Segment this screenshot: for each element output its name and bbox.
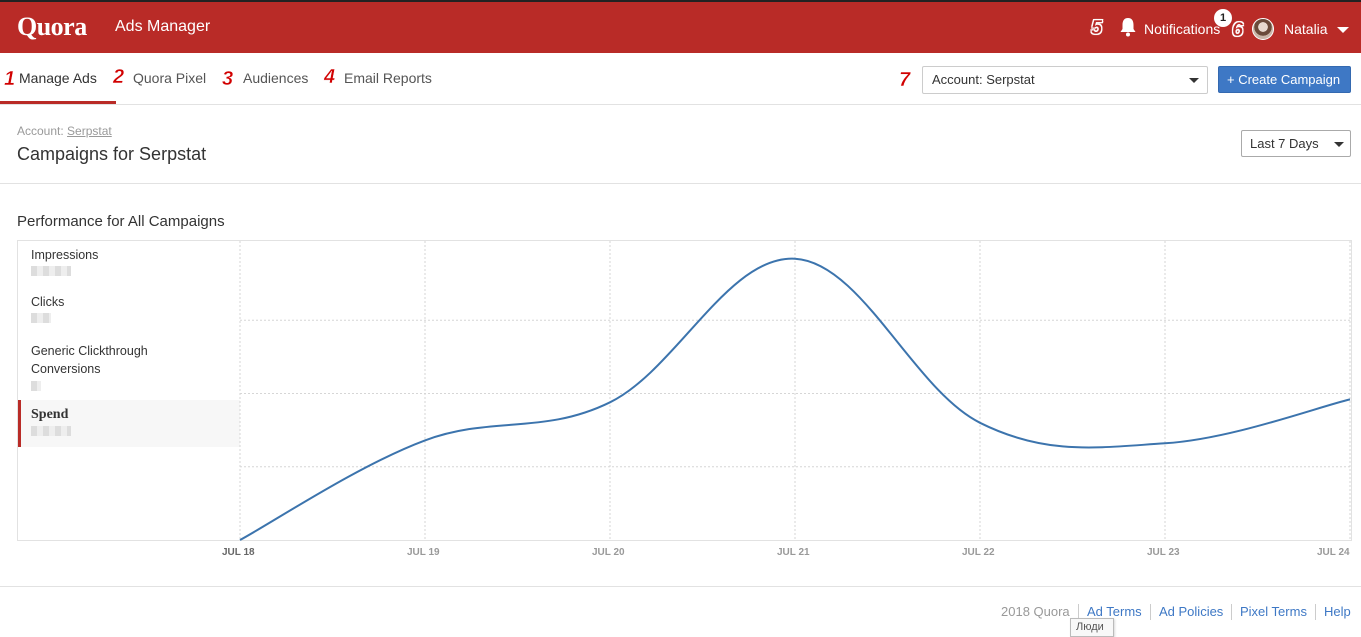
breadcrumb: Account: Serpstat — [17, 124, 112, 138]
metric-value-redacted — [31, 426, 71, 436]
avatar[interactable] — [1252, 18, 1274, 40]
app-title[interactable]: Ads Manager — [115, 18, 211, 35]
metric-value-redacted — [31, 381, 41, 391]
footer-separator — [1315, 604, 1316, 620]
x-tick-label: JUL 23 — [1147, 547, 1180, 558]
breadcrumb-account-link[interactable]: Serpstat — [67, 124, 112, 138]
metric-value-redacted — [31, 266, 71, 276]
footer-separator — [1231, 604, 1232, 620]
account-select-value: Account: Serpstat — [932, 72, 1035, 87]
create-campaign-button[interactable]: + Create Campaign — [1218, 66, 1351, 93]
footer-link-ad-terms[interactable]: Ad Terms — [1087, 604, 1142, 619]
chevron-down-icon — [1189, 78, 1199, 83]
callout-5: 5 — [1091, 17, 1103, 39]
date-range-value: Last 7 Days — [1250, 136, 1319, 151]
footer-link-pixel-terms[interactable]: Pixel Terms — [1240, 604, 1307, 619]
chevron-down-icon — [1334, 142, 1344, 147]
quora-logo[interactable]: Quora — [17, 12, 87, 41]
callout-7: 7 — [899, 69, 911, 91]
notifications-link[interactable]: Notifications — [1144, 21, 1221, 37]
footer-link-ad-policies[interactable]: Ad Policies — [1159, 604, 1224, 619]
x-tick-label: JUL 21 — [777, 547, 810, 558]
performance-title: Performance for All Campaigns — [17, 213, 225, 230]
spend-line-chart — [239, 241, 1352, 541]
x-tick-label: JUL 24 — [1317, 547, 1350, 558]
footer-divider — [0, 586, 1361, 587]
active-tab-indicator — [0, 101, 116, 104]
tooltip: Люди — [1070, 618, 1114, 637]
callout-1: 1 — [4, 68, 16, 90]
metric-impressions[interactable]: Impressions — [18, 248, 240, 292]
tab-manage-ads[interactable]: Manage Ads — [19, 70, 97, 86]
metric-label: Generic Clickthrough Conversions — [31, 344, 148, 376]
callout-3: 3 — [222, 68, 234, 90]
performance-chart-panel: Impressions Clicks Generic Clickthrough … — [17, 240, 1352, 541]
metric-label: Spend — [31, 407, 69, 422]
tab-quora-pixel[interactable]: Quora Pixel — [133, 70, 207, 86]
footer-separator — [1150, 604, 1151, 620]
footer-separator — [1078, 604, 1079, 620]
user-menu-caret-icon[interactable] — [1337, 27, 1349, 33]
footer-copyright: 2018 Quora — [1001, 604, 1070, 619]
callout-6: 6 — [1232, 19, 1244, 41]
divider — [0, 183, 1361, 184]
metric-clicks[interactable]: Clicks — [18, 295, 240, 339]
x-tick-label: JUL 22 — [962, 547, 995, 558]
tab-email-reports[interactable]: Email Reports — [344, 70, 432, 86]
date-range-select[interactable]: Last 7 Days — [1241, 130, 1351, 157]
metric-spend[interactable]: Spend — [18, 400, 240, 447]
tab-audiences[interactable]: Audiences — [243, 70, 309, 86]
spend-series-line — [239, 257, 1351, 541]
x-tick-label: JUL 19 — [407, 547, 440, 558]
x-tick-label: JUL 18 — [222, 547, 255, 558]
nav-bar: 1 Manage Ads 2 Quora Pixel 3 Audiences 4… — [0, 53, 1361, 105]
metric-list: Impressions Clicks Generic Clickthrough … — [18, 241, 240, 540]
metric-label: Impressions — [31, 248, 99, 262]
breadcrumb-prefix: Account: — [17, 124, 64, 138]
metric-value-redacted — [31, 313, 51, 323]
callout-2: 2 — [113, 66, 125, 88]
top-bar: Quora Ads Manager 5 Notifications 1 6 Na… — [0, 0, 1361, 53]
notification-count-badge: 1 — [1214, 9, 1232, 27]
metric-generic-clickthrough-conversions[interactable]: Generic Clickthrough Conversions — [18, 342, 218, 394]
bell-icon[interactable] — [1119, 17, 1137, 37]
x-tick-label: JUL 20 — [592, 547, 625, 558]
user-name[interactable]: Natalia — [1284, 21, 1328, 37]
footer-link-help[interactable]: Help — [1324, 604, 1351, 619]
metric-label: Clicks — [31, 295, 65, 309]
account-select[interactable]: Account: Serpstat — [922, 66, 1208, 94]
callout-4: 4 — [324, 66, 336, 88]
page-title: Campaigns for Serpstat — [17, 144, 207, 164]
